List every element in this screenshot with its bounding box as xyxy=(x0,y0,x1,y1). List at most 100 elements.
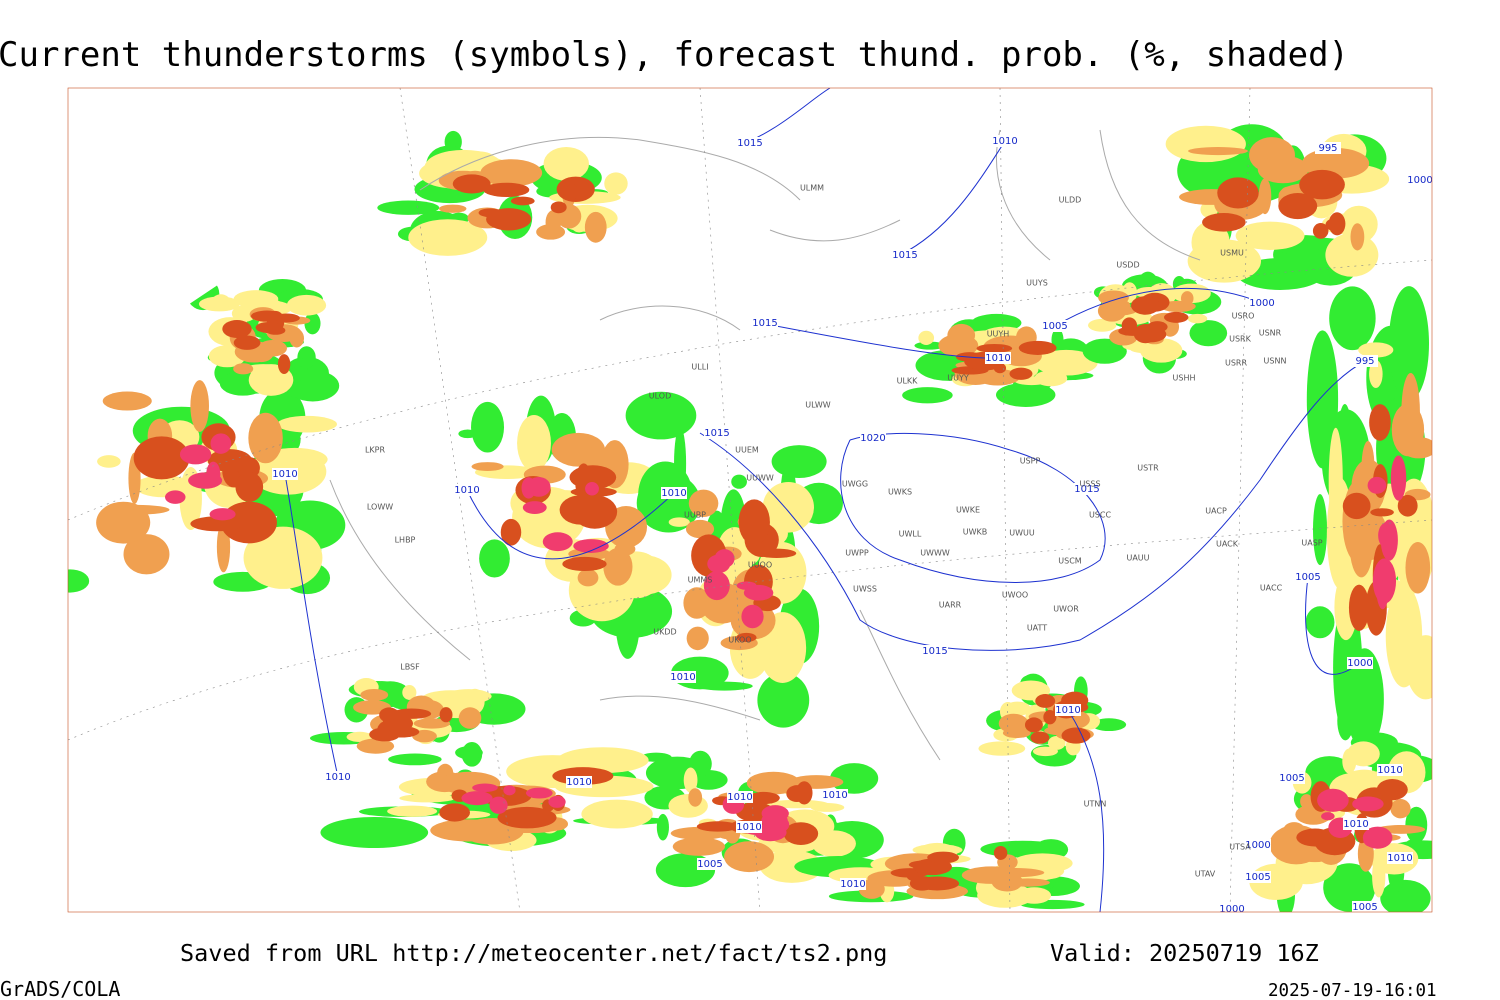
shading-cell xyxy=(1349,510,1374,578)
shading-cell xyxy=(235,471,264,502)
shading-cell xyxy=(562,556,607,572)
shading-cell xyxy=(625,391,697,440)
shading-cell xyxy=(299,350,314,360)
timestamp: 2025-07-19-16:01 xyxy=(1268,981,1437,1000)
shading-cell xyxy=(703,571,730,601)
station-label: USCM xyxy=(1058,557,1082,566)
shading-cell xyxy=(103,504,170,515)
shading-cell xyxy=(1202,213,1246,232)
shading-cell xyxy=(1189,320,1228,347)
station-label: UKOO xyxy=(728,636,751,645)
coastlines xyxy=(329,129,1201,761)
station-label: USSS xyxy=(1079,480,1100,489)
isobar-label-bg xyxy=(992,135,1018,147)
isobar-label: 1010 xyxy=(454,485,479,496)
shading-cell xyxy=(1121,317,1138,334)
station-label: UMMS xyxy=(688,576,713,585)
isobar-label-bg xyxy=(704,427,730,439)
shading-cell xyxy=(993,845,1008,860)
isobar-label-bg xyxy=(985,352,1011,364)
shading-cell xyxy=(688,489,719,517)
station-label: UAUU xyxy=(1126,554,1149,563)
shading-cell xyxy=(1369,404,1391,441)
isobar-label: 1000 xyxy=(1249,298,1274,309)
station-label: USTR xyxy=(1137,464,1159,473)
shading-cell xyxy=(566,183,579,201)
shading-cell xyxy=(550,201,567,214)
shading-cell xyxy=(439,803,470,822)
shading-cell xyxy=(439,707,453,723)
station-label: UWKE xyxy=(956,506,980,515)
station-label: ULLI xyxy=(691,363,708,372)
shading-cell xyxy=(233,290,279,308)
shading-cell xyxy=(377,200,440,215)
shading-cell xyxy=(510,196,535,206)
shading-cell xyxy=(1321,812,1335,821)
isobar-label: 1010 xyxy=(1387,853,1412,864)
shading-cell xyxy=(724,841,775,873)
station-label: UUYS xyxy=(1026,279,1048,288)
isobar-label: 1005 xyxy=(1245,872,1270,883)
shading-cell xyxy=(1032,746,1058,757)
shading-cell xyxy=(686,626,709,651)
shading-cell xyxy=(1390,455,1407,501)
shading-cell xyxy=(557,747,649,774)
software-credit: GrADS/COLA xyxy=(0,977,120,1000)
isobars xyxy=(284,88,1366,912)
shading-cell xyxy=(1147,321,1168,333)
shading-cell xyxy=(1328,427,1343,535)
isobar-label: 995 xyxy=(1355,356,1374,367)
isobar-label: 1005 xyxy=(1295,572,1320,583)
shading-cell xyxy=(1305,606,1335,639)
station-label: USRK xyxy=(1229,335,1251,344)
shading-cell xyxy=(1347,741,1380,767)
shading-cell xyxy=(746,771,801,795)
isobar-label-bg xyxy=(1249,297,1275,309)
shading-cell xyxy=(1299,169,1345,200)
isobar-label-bg xyxy=(860,432,886,444)
station-label: UWLL xyxy=(899,530,922,539)
shading-cell xyxy=(902,387,953,404)
isobar-label: 1000 xyxy=(1407,175,1432,186)
isobar-label-bg xyxy=(566,776,592,788)
shading-cell xyxy=(1362,826,1393,849)
isobar-label-bg xyxy=(1387,852,1413,864)
shading-cell xyxy=(522,501,547,514)
shading-cell xyxy=(795,781,813,805)
shading-cell xyxy=(277,354,291,375)
station-label: UWOO xyxy=(1002,591,1028,600)
shading-cell xyxy=(479,539,510,578)
shading-cell xyxy=(603,547,633,586)
isobar-label-bg xyxy=(822,789,848,801)
shading-cell xyxy=(1397,494,1418,517)
shading-cell xyxy=(1317,788,1349,812)
shading-cell xyxy=(1091,718,1127,732)
isobar-label: 1015 xyxy=(1074,484,1099,495)
shading-cell xyxy=(672,837,725,856)
shading-cell xyxy=(123,534,170,575)
shading-cell xyxy=(1300,794,1313,809)
shading-cell xyxy=(1131,296,1160,315)
station-label: UATT xyxy=(1027,624,1047,633)
shading-cell xyxy=(461,791,493,806)
shading-cell xyxy=(1187,239,1262,283)
shading-cell xyxy=(1164,311,1189,323)
shading-cell xyxy=(383,715,413,733)
station-label: USPP xyxy=(1020,457,1041,466)
isobar-label-bg xyxy=(1347,657,1373,669)
shading-cell xyxy=(738,499,770,545)
station-label: UWKB xyxy=(963,528,988,537)
shading-cell xyxy=(489,796,508,814)
shading-cell xyxy=(771,445,827,478)
shading-cell xyxy=(1043,710,1057,725)
shading-cell xyxy=(577,569,599,587)
station-label: UUYH xyxy=(987,330,1010,339)
shading-cell xyxy=(1030,731,1050,744)
shading-cell xyxy=(1004,701,1031,716)
shading-cell xyxy=(430,819,507,842)
station-label: USNN xyxy=(1264,357,1287,366)
shading-cell xyxy=(1257,155,1309,184)
station-label: USRR xyxy=(1225,359,1247,368)
shading-cell xyxy=(243,526,323,589)
